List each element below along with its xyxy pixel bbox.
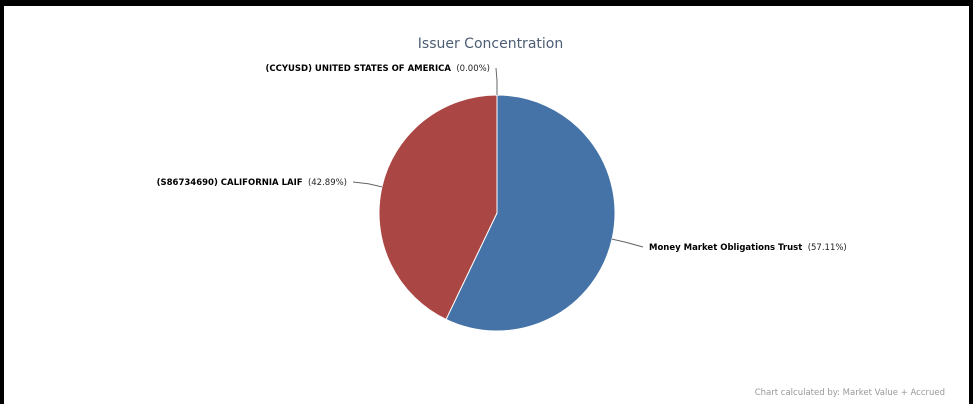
pie-chart: Money Market Obligations Trust (57.11%) (… [157, 64, 847, 332]
label-connector [611, 238, 644, 248]
slice-label: Money Market Obligations Trust (57.11%) [649, 243, 847, 253]
chart-footnote: Chart calculated by: Market Value + Accr… [754, 388, 945, 398]
label-connector [352, 181, 383, 188]
slice-label: (CCYUSD) UNITED STATES OF AMERICA (0.00%… [265, 64, 490, 74]
pie-slice[interactable] [445, 94, 616, 332]
chart-title: Issuer Concentration [417, 36, 564, 52]
label-connector [495, 67, 498, 95]
slice-label: (S86734690) CALIFORNIA LAIF (42.89%) [157, 178, 347, 188]
